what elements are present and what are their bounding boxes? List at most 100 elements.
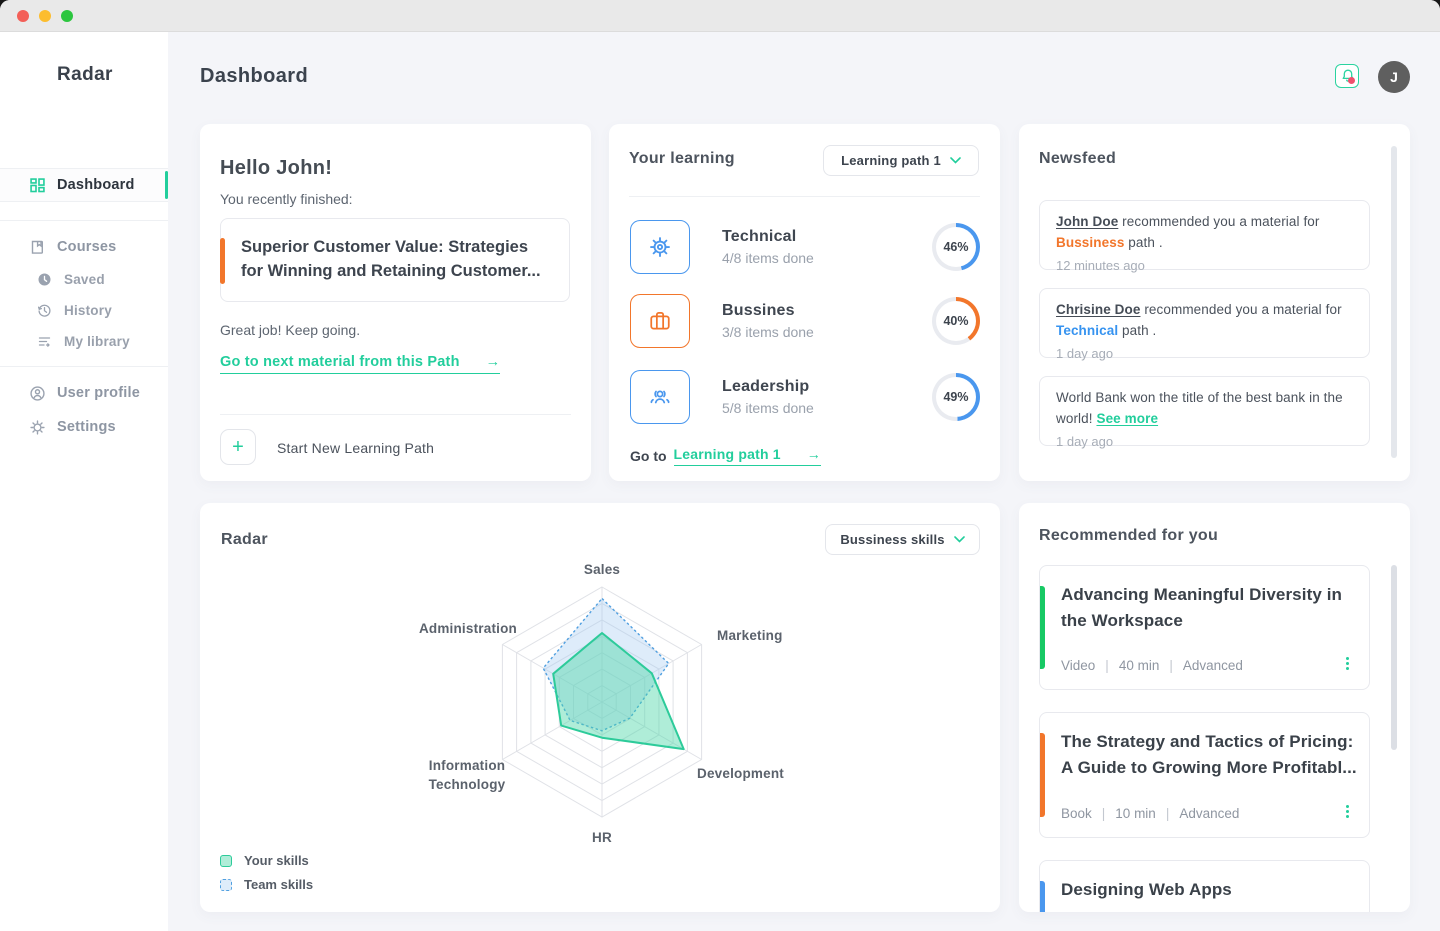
path-highlight: Bussiness <box>1056 235 1125 250</box>
material-meta: Video | 40 min | Advanced <box>1061 658 1243 673</box>
avatar[interactable]: J <box>1378 61 1410 93</box>
your-skills-swatch <box>220 854 232 867</box>
chevron-down-icon <box>950 157 961 164</box>
plus-icon: + <box>232 435 244 458</box>
recommended-item[interactable]: The Strategy and Tactics of Pricing: A G… <box>1039 712 1370 838</box>
finished-material-title: Superior Customer Value: Strategies for … <box>241 238 541 280</box>
sidebar-item-my-library[interactable]: My library <box>0 326 168 357</box>
timestamp: 1 day ago <box>1056 434 1114 449</box>
clock-filled-icon <box>38 273 51 286</box>
newsfeed-scrollbar[interactable] <box>1391 146 1397 458</box>
your-learning-title: Your learning <box>629 150 735 167</box>
sidebar-divider <box>0 366 168 367</box>
axis-label-marketing: Marketing <box>717 628 783 643</box>
sidebar-item-history[interactable]: History <box>0 295 168 326</box>
greeting: Hello John! <box>220 157 333 179</box>
newsfeed-item: World Bank won the title of the best ban… <box>1039 376 1370 449</box>
learning-row-leadership[interactable]: Leadership 5/8 items done 49% <box>630 370 980 424</box>
timestamp: 1 day ago <box>1056 346 1114 361</box>
recommended-item[interactable]: Advancing Meaningful Diversity in the Wo… <box>1039 565 1370 690</box>
divider <box>629 196 980 197</box>
radar-card: Radar Bussiness skills Sales Marketing D… <box>200 503 1000 912</box>
team-skills-swatch <box>220 878 232 891</box>
arrow-right-icon: → <box>485 354 501 370</box>
legend-label: Team skills <box>244 877 314 892</box>
encouragement-text: Great job! Keep going. <box>220 322 361 338</box>
notification-badge <box>1348 77 1355 84</box>
learning-path-dropdown[interactable]: Learning path 1 <box>823 145 979 176</box>
accent-bar <box>1040 586 1045 669</box>
newsfeed-card: Newsfeed John Doe recommended you a mate… <box>1019 124 1410 481</box>
sidebar-item-saved[interactable]: Saved <box>0 264 168 295</box>
sidebar-item-label: My library <box>64 334 130 349</box>
axis-label-development: Development <box>697 766 784 781</box>
skills-dropdown[interactable]: Bussiness skills <box>825 524 980 555</box>
kebab-menu-icon[interactable] <box>1341 803 1353 819</box>
user-link[interactable]: Chrisine Doe <box>1056 302 1141 317</box>
sidebar-item-label: Courses <box>57 239 117 255</box>
axis-label-information-technology: Information Technology <box>428 758 506 792</box>
next-material-link[interactable]: Go to next material from this Path → <box>220 354 501 374</box>
accent-bar <box>1040 733 1045 817</box>
newsfeed-item: John Doe recommended you a material for … <box>1039 200 1370 273</box>
sidebar-item-user-profile[interactable]: User profile <box>0 376 168 410</box>
learning-row-technical[interactable]: Technical 4/8 items done 46% <box>630 220 980 274</box>
notifications-button[interactable] <box>1335 64 1359 88</box>
progress-ring: 40% <box>932 297 980 345</box>
learning-row-bussines[interactable]: Bussines 3/8 items done 40% <box>630 294 980 348</box>
sidebar-item-label: Saved <box>64 272 105 287</box>
minimize-window-button[interactable] <box>39 10 51 22</box>
user-link[interactable]: John Doe <box>1056 214 1119 229</box>
newsfeed-title: Newsfeed <box>1039 150 1117 167</box>
learning-item-progress-text: 5/8 items done <box>722 400 814 416</box>
sidebar-item-label: Settings <box>57 419 116 435</box>
axis-label-administration: Administration <box>418 621 517 636</box>
recommended-scrollbar[interactable] <box>1391 565 1397 750</box>
material-meta: Book | 10 min | Advanced <box>1061 806 1240 821</box>
timestamp: 12 minutes ago <box>1056 258 1145 273</box>
learning-item-name: Technical <box>722 228 797 245</box>
kebab-menu-icon[interactable] <box>1341 655 1353 671</box>
start-new-path-button[interactable]: + <box>220 429 256 465</box>
goto-learning-path-link[interactable]: Learning path 1 → <box>673 446 821 466</box>
material-title: The Strategy and Tactics of Pricing: A G… <box>1061 732 1357 777</box>
chart-legend: Your skills Team skills <box>220 853 313 901</box>
finished-material-card[interactable]: Superior Customer Value: Strategies for … <box>220 218 570 302</box>
recommended-title: Recommended for you <box>1039 527 1219 544</box>
learning-item-name: Leadership <box>722 378 810 395</box>
recently-finished-label: You recently finished: <box>220 191 353 207</box>
learning-item-progress-text: 3/8 items done <box>722 324 814 340</box>
path-highlight: Technical <box>1056 323 1119 338</box>
sidebar-item-settings[interactable]: Settings <box>0 410 168 444</box>
main-area: Dashboard J Hello John! You recently fin… <box>168 32 1440 931</box>
people-icon <box>630 370 690 424</box>
titlebar <box>0 0 1440 32</box>
material-title: Designing Web Apps <box>1061 880 1232 899</box>
zoom-window-button[interactable] <box>61 10 73 22</box>
close-window-button[interactable] <box>17 10 29 22</box>
radar-title: Radar <box>221 531 268 548</box>
arrow-right-icon: → <box>806 446 821 462</box>
see-more-link[interactable]: See more <box>1096 411 1159 426</box>
sidebar-item-dashboard[interactable]: Dashboard <box>0 168 168 202</box>
user-icon <box>30 385 45 401</box>
accent-bar <box>220 238 225 284</box>
legend-label: Your skills <box>244 853 309 868</box>
sidebar-item-label: Dashboard <box>57 177 135 193</box>
learning-item-progress-text: 4/8 items done <box>722 250 814 266</box>
progress-ring: 46% <box>932 223 980 271</box>
history-clock-icon <box>38 304 51 317</box>
briefcase-icon <box>630 294 690 348</box>
sidebar-item-courses[interactable]: Courses <box>0 230 168 264</box>
accent-bar <box>1040 881 1045 912</box>
gear-icon <box>30 419 45 435</box>
recommended-item[interactable]: Designing Web Apps <box>1039 860 1370 912</box>
app-logo: Radar <box>57 64 113 85</box>
divider <box>220 414 571 415</box>
gear-icon <box>630 220 690 274</box>
start-new-path-label: Start New Learning Path <box>277 440 435 456</box>
axis-label-sales: Sales <box>583 562 621 577</box>
recommended-card: Recommended for you Advancing Meaningful… <box>1019 503 1410 912</box>
page-title: Dashboard <box>200 65 309 87</box>
